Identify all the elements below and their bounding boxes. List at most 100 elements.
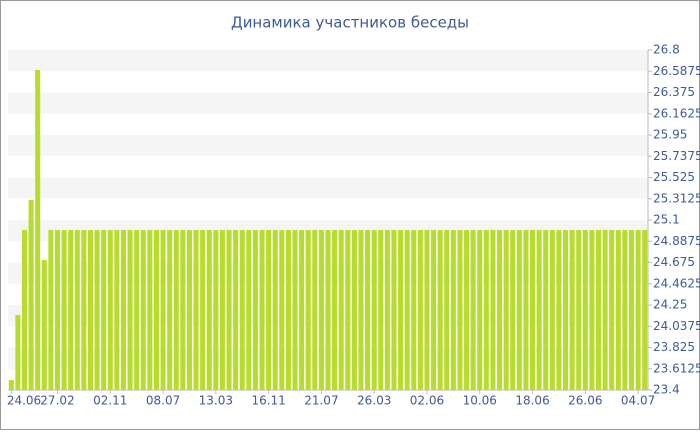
bar: [615, 230, 621, 390]
bar: [503, 230, 509, 390]
y-tick-label: 23.6125: [653, 361, 700, 375]
x-tick-label: 26.06: [568, 394, 602, 408]
bar: [609, 230, 615, 390]
bar: [332, 230, 338, 390]
bar: [510, 230, 516, 390]
y-tick-label: 25.95: [653, 128, 687, 142]
bar: [345, 230, 351, 390]
bar: [134, 230, 140, 390]
bar: [213, 230, 219, 390]
x-tick-label: 04.07: [621, 394, 655, 408]
bar: [153, 230, 159, 390]
bar: [8, 380, 14, 390]
bar: [252, 230, 258, 390]
bar: [576, 230, 582, 390]
y-tick-label: 26.8: [653, 43, 680, 57]
bar: [101, 230, 107, 390]
bar: [226, 230, 232, 390]
y-tick-label: 24.25: [653, 298, 687, 312]
x-tick-label: 26.03: [357, 394, 391, 408]
bar: [398, 230, 404, 390]
bar: [120, 230, 126, 390]
bar: [266, 230, 272, 390]
bar: [200, 230, 206, 390]
bar: [74, 230, 80, 390]
bar: [437, 230, 443, 390]
bar: [68, 230, 74, 390]
bar: [543, 230, 549, 390]
grid-band: [8, 92, 648, 114]
bar: [318, 230, 324, 390]
bar: [61, 230, 67, 390]
bar: [384, 230, 390, 390]
y-tick-label: 24.675: [653, 255, 695, 269]
bar: [54, 230, 60, 390]
bar: [351, 230, 357, 390]
chart-title: Динамика участников беседы: [231, 14, 469, 32]
bar: [635, 230, 641, 390]
y-tick-label: 25.1: [653, 213, 680, 227]
bar: [411, 230, 417, 390]
bar: [127, 230, 133, 390]
y-tick-label: 26.375: [653, 85, 695, 99]
x-tick-label: 02.06: [410, 394, 444, 408]
bar: [497, 230, 503, 390]
bar: [628, 230, 635, 390]
bar: [391, 230, 397, 390]
bar: [292, 230, 298, 390]
bar: [457, 230, 463, 390]
x-tick-label: 21.07: [304, 394, 338, 408]
x-tick-label: 13.03: [199, 394, 233, 408]
x-tick-label: 08.07: [146, 394, 180, 408]
bar: [87, 230, 93, 390]
y-tick-label: 25.3125: [653, 191, 700, 205]
bar: [325, 230, 331, 390]
bar: [246, 230, 252, 390]
bar: [186, 230, 192, 390]
bar: [424, 230, 430, 390]
x-tick-label: 27.02: [40, 394, 74, 408]
y-tick-label: 26.5875: [653, 64, 700, 78]
x-tick-label: 10.06: [463, 394, 497, 408]
y-tick-label: 23.4: [653, 383, 680, 397]
bar: [530, 230, 536, 390]
bar: [444, 230, 450, 390]
bar: [556, 230, 562, 390]
bar: [371, 230, 377, 390]
bar: [563, 230, 569, 390]
bar: [549, 230, 555, 390]
bar: [358, 230, 364, 390]
bar: [523, 230, 529, 390]
bar: [140, 230, 146, 390]
bar: [516, 230, 522, 390]
bar: [48, 230, 54, 390]
bar: [219, 230, 225, 390]
bar: [233, 230, 239, 390]
y-tick-label: 23.825: [653, 340, 695, 354]
bar: [81, 230, 87, 390]
y-tick-label: 26.1625: [653, 106, 700, 120]
bar: [536, 230, 542, 390]
bar: [35, 70, 41, 390]
bar: [305, 230, 311, 390]
bar: [193, 230, 199, 390]
grid-band: [8, 135, 648, 157]
bar: [569, 230, 575, 390]
bar: [589, 230, 595, 390]
grid-band: [8, 50, 648, 72]
bar: [94, 230, 100, 390]
bar: [417, 230, 423, 390]
bar: [622, 230, 628, 390]
x-tick-label: 18.06: [515, 394, 549, 408]
bar: [147, 230, 153, 390]
bar: [21, 230, 28, 390]
bar: [582, 230, 588, 390]
y-tick-label: 24.4625: [653, 276, 700, 290]
bar: [160, 230, 166, 390]
x-tick-label: 16.11: [251, 394, 285, 408]
bar: [338, 230, 344, 390]
bar: [490, 230, 496, 390]
bar: [365, 230, 371, 390]
bar: [285, 230, 291, 390]
bar: [206, 230, 212, 390]
